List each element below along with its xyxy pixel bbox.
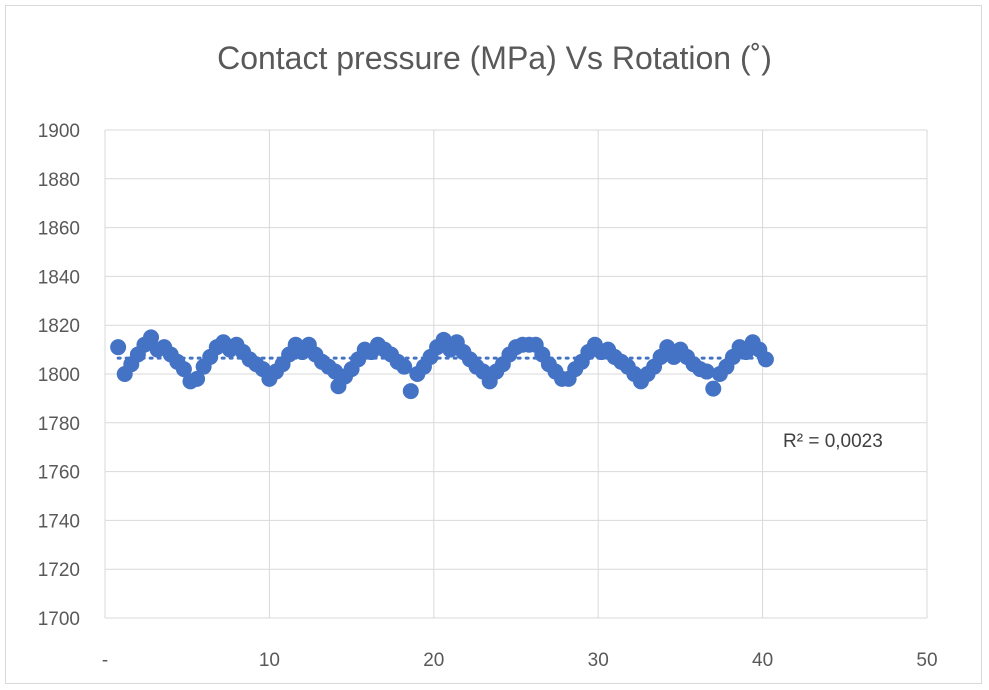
r-squared-label: R² = 0,0023 [783,431,883,452]
y-tick-label: 1880 [38,170,80,191]
x-tick-label: 40 [752,650,773,671]
y-tick-label: 1700 [38,609,80,630]
y-tick-label: 1820 [38,316,80,337]
y-tick-label: 1720 [38,560,80,581]
data-point [110,339,127,356]
y-tick-label: 1760 [38,463,80,484]
data-point [705,380,722,397]
chart-title: Contact pressure (MPa) Vs Rotation (˚) [217,40,772,76]
y-tick-label: 1900 [38,121,80,142]
y-tick-label: 1780 [38,414,80,435]
data-point [402,383,419,400]
x-tick-label: - [102,650,108,671]
y-tick-label: 1740 [38,511,80,532]
y-tick-label: 1840 [38,267,80,288]
data-points [110,329,774,400]
x-axis-ticks: - 10 20 30 40 50 [102,650,938,671]
y-axis-ticks: 1700 1720 1740 1760 1780 1800 1820 1840 1860 1880… [38,121,80,630]
x-tick-label: 20 [423,650,444,671]
x-tick-label: 10 [259,650,280,671]
x-tick-label: 30 [588,650,609,671]
data-point [757,351,774,368]
data-point [189,370,206,387]
x-tick-label: 50 [916,650,937,671]
data-point [175,361,192,378]
y-tick-label: 1860 [38,219,80,240]
data-point [143,329,160,346]
data-point [698,363,715,380]
gridlines [104,129,928,619]
y-tick-label: 1800 [38,365,80,386]
data-point [396,358,413,375]
